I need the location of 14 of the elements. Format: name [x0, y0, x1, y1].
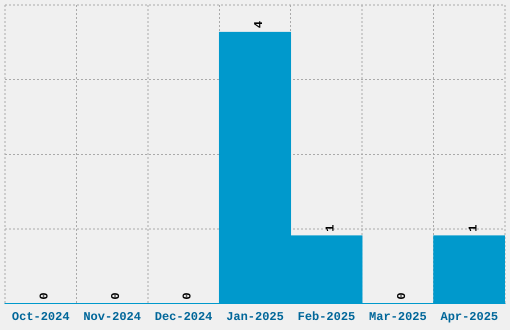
x-tick-label: Jan-2025: [226, 310, 284, 324]
x-tick-label: Nov-2024: [83, 310, 141, 324]
x-tick-label: Oct-2024: [12, 310, 70, 324]
data-label: 1: [466, 224, 480, 232]
x-tick-label: Feb-2025: [298, 310, 356, 324]
data-label: 0: [180, 292, 195, 300]
data-label: 0: [394, 292, 409, 300]
data-label: 0: [38, 292, 52, 300]
data-label: 0: [109, 292, 124, 300]
data-label: 1: [323, 224, 338, 232]
x-tick-label: Dec-2024: [154, 310, 212, 324]
x-tick-label: Mar-2025: [369, 310, 427, 324]
x-tick-label: Apr-2025: [440, 310, 498, 324]
data-label: 4: [252, 20, 266, 28]
